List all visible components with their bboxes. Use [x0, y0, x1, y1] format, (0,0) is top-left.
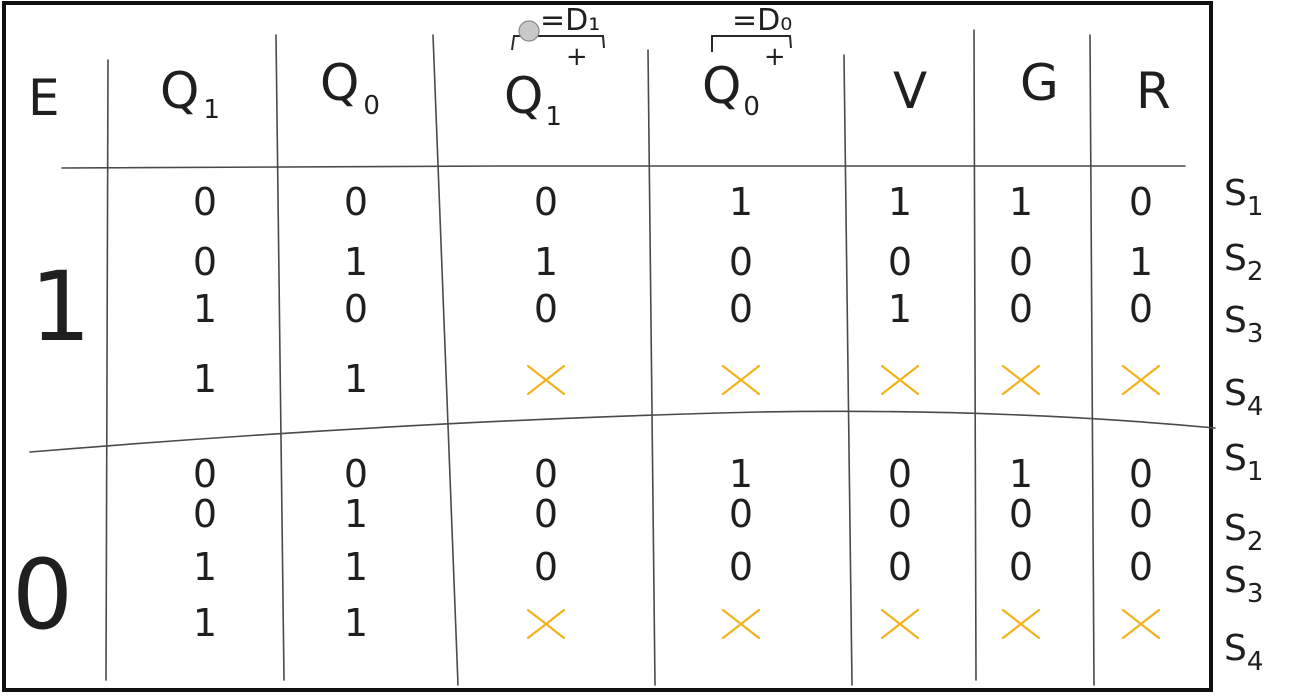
dont-care-mark	[1001, 364, 1041, 396]
cell-q1p: 0	[534, 545, 558, 589]
cursor-dot	[518, 20, 540, 42]
cell-q0p: 0	[729, 240, 753, 284]
table-frame	[2, 1, 1213, 692]
header-Q1-next: =D₁ Q1+	[504, 3, 605, 132]
cell-q1: 1	[193, 545, 217, 589]
cell-r: 0	[1129, 545, 1153, 589]
cell-r: 0	[1129, 452, 1153, 496]
cell-g: 0	[1009, 240, 1033, 284]
cell-q0p: 0	[729, 287, 753, 331]
cell-q0: 1	[344, 357, 368, 401]
group-divider	[29, 410, 1216, 453]
cell-v: 0	[888, 545, 912, 589]
column-divider	[1089, 34, 1095, 686]
column-divider	[432, 34, 459, 686]
header-G: G	[1020, 54, 1059, 112]
cell-q0: 0	[344, 180, 368, 224]
cell-q0: 0	[344, 452, 368, 496]
header-R: R	[1136, 62, 1171, 120]
dont-care-mark	[721, 364, 761, 396]
cell-g: 0	[1009, 492, 1033, 536]
column-divider	[647, 49, 656, 686]
cell-q1: 1	[193, 287, 217, 331]
column-divider	[973, 29, 977, 681]
cell-q1p: 0	[534, 180, 558, 224]
cell-r: 1	[1129, 240, 1153, 284]
state-label: S1	[1224, 173, 1263, 222]
cell-q0: 1	[344, 492, 368, 536]
group-E-value: 0	[12, 539, 73, 651]
cell-q1: 1	[193, 601, 217, 645]
cell-q0: 1	[344, 240, 368, 284]
cell-v: 0	[888, 492, 912, 536]
cell-q1p: 1	[534, 240, 558, 284]
column-divider	[275, 34, 285, 681]
cell-q0p: 1	[729, 180, 753, 224]
dont-care-mark	[721, 608, 761, 640]
cell-q1: 0	[193, 452, 217, 496]
dont-care-mark	[1121, 608, 1161, 640]
annotation-D1: =D₁	[540, 3, 600, 38]
group-E-value: 1	[30, 251, 91, 363]
state-label: S3	[1224, 560, 1263, 609]
cell-g: 1	[1009, 180, 1033, 224]
header-Q1-plus-label: Q1+	[504, 42, 588, 132]
state-label: S1	[1224, 438, 1263, 487]
annotation-D0: =D₀	[732, 3, 792, 38]
header-divider	[61, 165, 1186, 169]
dont-care-mark	[880, 608, 920, 640]
cell-g: 0	[1009, 287, 1033, 331]
table-body: 0 0 0 1 1 1 00 1 1 0 0 0 11 0 0 0 1 0 01 10 0 0 1 0 1 00 1 0 0 0 0 01 1 0…	[193, 180, 1161, 645]
cell-q1p: 0	[534, 492, 558, 536]
cell-q0p: 0	[729, 545, 753, 589]
cell-v: 1	[888, 287, 912, 331]
cell-q0p: 1	[729, 452, 753, 496]
cell-v: 0	[888, 452, 912, 496]
cell-g: 0	[1009, 545, 1033, 589]
state-label: S4	[1224, 373, 1263, 422]
cell-q1p: 0	[534, 287, 558, 331]
cell-q1: 1	[193, 357, 217, 401]
cell-q1: 0	[193, 180, 217, 224]
column-divider	[105, 59, 109, 681]
header-E: E	[28, 69, 60, 127]
cell-q1p: 0	[534, 452, 558, 496]
cell-q0: 1	[344, 601, 368, 645]
dont-care-mark	[880, 364, 920, 396]
dont-care-mark	[1001, 608, 1041, 640]
cell-r: 0	[1129, 492, 1153, 536]
cell-v: 0	[888, 240, 912, 284]
state-label: S2	[1224, 238, 1263, 287]
cell-q1: 0	[193, 240, 217, 284]
header-Q0-next: =D₀ Q0+	[702, 3, 792, 122]
cell-q1: 0	[193, 492, 217, 536]
state-label: S2	[1224, 508, 1263, 557]
cell-q0: 1	[344, 545, 368, 589]
cell-q0: 0	[344, 287, 368, 331]
annotation-brace	[711, 35, 792, 52]
dont-care-mark	[1121, 364, 1161, 396]
cell-r: 0	[1129, 180, 1153, 224]
cell-v: 1	[888, 180, 912, 224]
state-label: S3	[1224, 300, 1263, 349]
column-divider	[843, 54, 853, 686]
header-V: V	[893, 62, 927, 120]
annotation-brace	[511, 35, 605, 51]
cell-g: 1	[1009, 452, 1033, 496]
dont-care-mark	[526, 364, 566, 396]
dont-care-mark	[526, 608, 566, 640]
cell-q0p: 0	[729, 492, 753, 536]
state-label: S4	[1224, 628, 1263, 677]
cell-r: 0	[1129, 287, 1153, 331]
header-Q0-plus-label: Q0+	[702, 42, 786, 122]
